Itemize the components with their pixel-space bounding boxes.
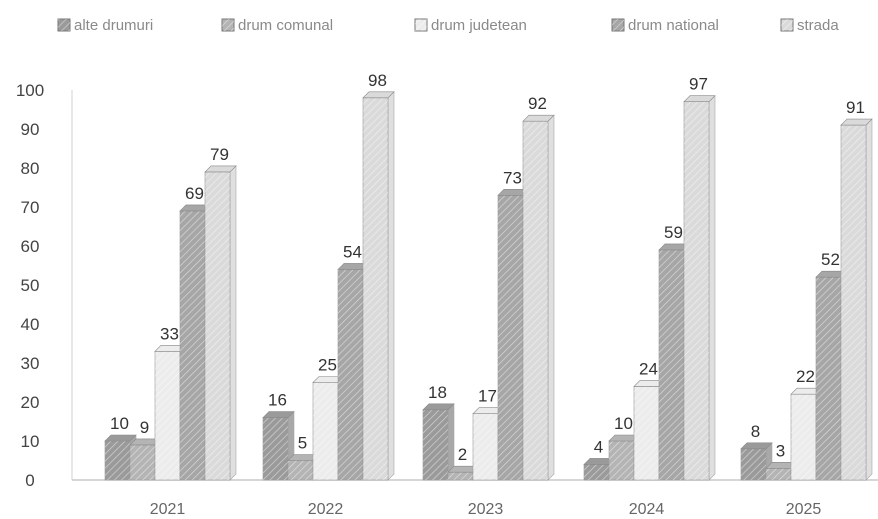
legend-label-strada: strada <box>797 17 839 34</box>
bar-strada-2025 <box>840 118 873 481</box>
legend: alte drumuri drum comunal drum judetean dru… <box>57 17 839 34</box>
y-tick-label-40: 40 <box>21 315 40 334</box>
data-label-strada-2021: 79 <box>210 145 229 164</box>
bar-strada-2021 <box>204 165 237 481</box>
data-label-drum-comunal-2024: 10 <box>614 414 633 433</box>
y-tick-label-100: 100 <box>16 81 44 100</box>
bar-alte-drumuri-2024 <box>583 457 616 481</box>
data-label-alte-drumuri-2023: 18 <box>428 383 447 402</box>
data-label-strada-2022: 98 <box>368 71 387 90</box>
bar-alte-drumuri-2022 <box>262 410 295 481</box>
y-tick-label-80: 80 <box>21 159 40 178</box>
data-label-drum-judetean-2022: 25 <box>318 356 337 375</box>
data-label-drum-judetean-2025: 22 <box>796 367 815 386</box>
legend-label-drum-comunal: drum comunal <box>238 17 333 34</box>
bars: 10 93369791652554981821773924102459978322… <box>104 71 873 481</box>
legend-label-alte-drumuri: alte drumuri <box>74 17 153 34</box>
data-label-strada-2025: 91 <box>846 98 865 117</box>
data-label-drum-comunal-2021: 9 <box>140 418 149 437</box>
legend-item-strada: strada <box>780 17 839 34</box>
bar-strada-2022 <box>362 91 395 481</box>
data-label-drum-comunal-2023: 2 <box>458 445 467 464</box>
data-label-drum-comunal-2025: 3 <box>776 441 785 460</box>
y-tick-label-0: 0 <box>25 471 34 490</box>
data-label-drum-national-2021: 69 <box>185 184 204 203</box>
x-axis-ticks: 2021 2022 2023 2024 2025 <box>150 501 822 518</box>
data-label-drum-national-2022: 54 <box>343 242 362 261</box>
legend-item-drum-judetean: drum judetean <box>414 17 527 34</box>
data-label-drum-judetean-2023: 17 <box>478 387 497 406</box>
y-tick-label-60: 60 <box>21 237 40 256</box>
legend-item-alte-drumuri: alte drumuri <box>57 17 153 34</box>
x-tick-label-2025: 2025 <box>786 501 822 518</box>
bar-drum-judetean-2021 <box>154 344 187 481</box>
bar-drum-national-2023 <box>497 188 530 481</box>
data-label-alte-drumuri-2021: 10 <box>110 414 129 433</box>
data-label-drum-national-2023: 73 <box>503 168 522 187</box>
data-label-alte-drumuri-2024: 4 <box>594 437 603 456</box>
data-label-drum-comunal-2022: 5 <box>298 434 307 453</box>
y-tick-label-90: 90 <box>21 120 40 139</box>
bar-strada-2023 <box>522 114 555 481</box>
legend-item-drum-national: drum national <box>611 17 719 34</box>
bar-alte-drumuri-2025 <box>740 442 773 481</box>
y-tick-label-70: 70 <box>21 198 40 217</box>
bar-strada-2024 <box>683 94 716 481</box>
y-axis-ticks: 0 10 20 30 40 50 60 70 80 90 100 <box>16 81 44 490</box>
x-tick-label-2023: 2023 <box>468 501 504 518</box>
data-label-drum-national-2025: 52 <box>821 250 840 269</box>
legend-label-drum-national: drum national <box>628 17 719 34</box>
data-label-drum-national-2024: 59 <box>664 223 683 242</box>
bar-drum-national-2025 <box>815 270 848 481</box>
x-tick-label-2021: 2021 <box>150 501 186 518</box>
bar-alte-drumuri-2023 <box>422 403 455 481</box>
data-label-alte-drumuri-2022: 16 <box>268 391 287 410</box>
y-tick-label-50: 50 <box>21 276 40 295</box>
legend-label-drum-judetean: drum judetean <box>431 17 527 34</box>
x-tick-label-2024: 2024 <box>629 501 665 518</box>
y-tick-label-30: 30 <box>21 354 40 373</box>
y-tick-label-10: 10 <box>21 432 40 451</box>
data-label-alte-drumuri-2025: 8 <box>751 422 760 441</box>
data-label-drum-judetean-2024: 24 <box>639 359 658 378</box>
legend-item-drum-comunal: drum comunal <box>221 17 333 34</box>
data-label-strada-2023: 92 <box>528 94 547 113</box>
y-tick-label-20: 20 <box>21 393 40 412</box>
data-label-drum-judetean-2021: 33 <box>160 324 179 343</box>
x-tick-label-2022: 2022 <box>308 501 344 518</box>
data-label-strada-2024: 97 <box>689 75 708 94</box>
